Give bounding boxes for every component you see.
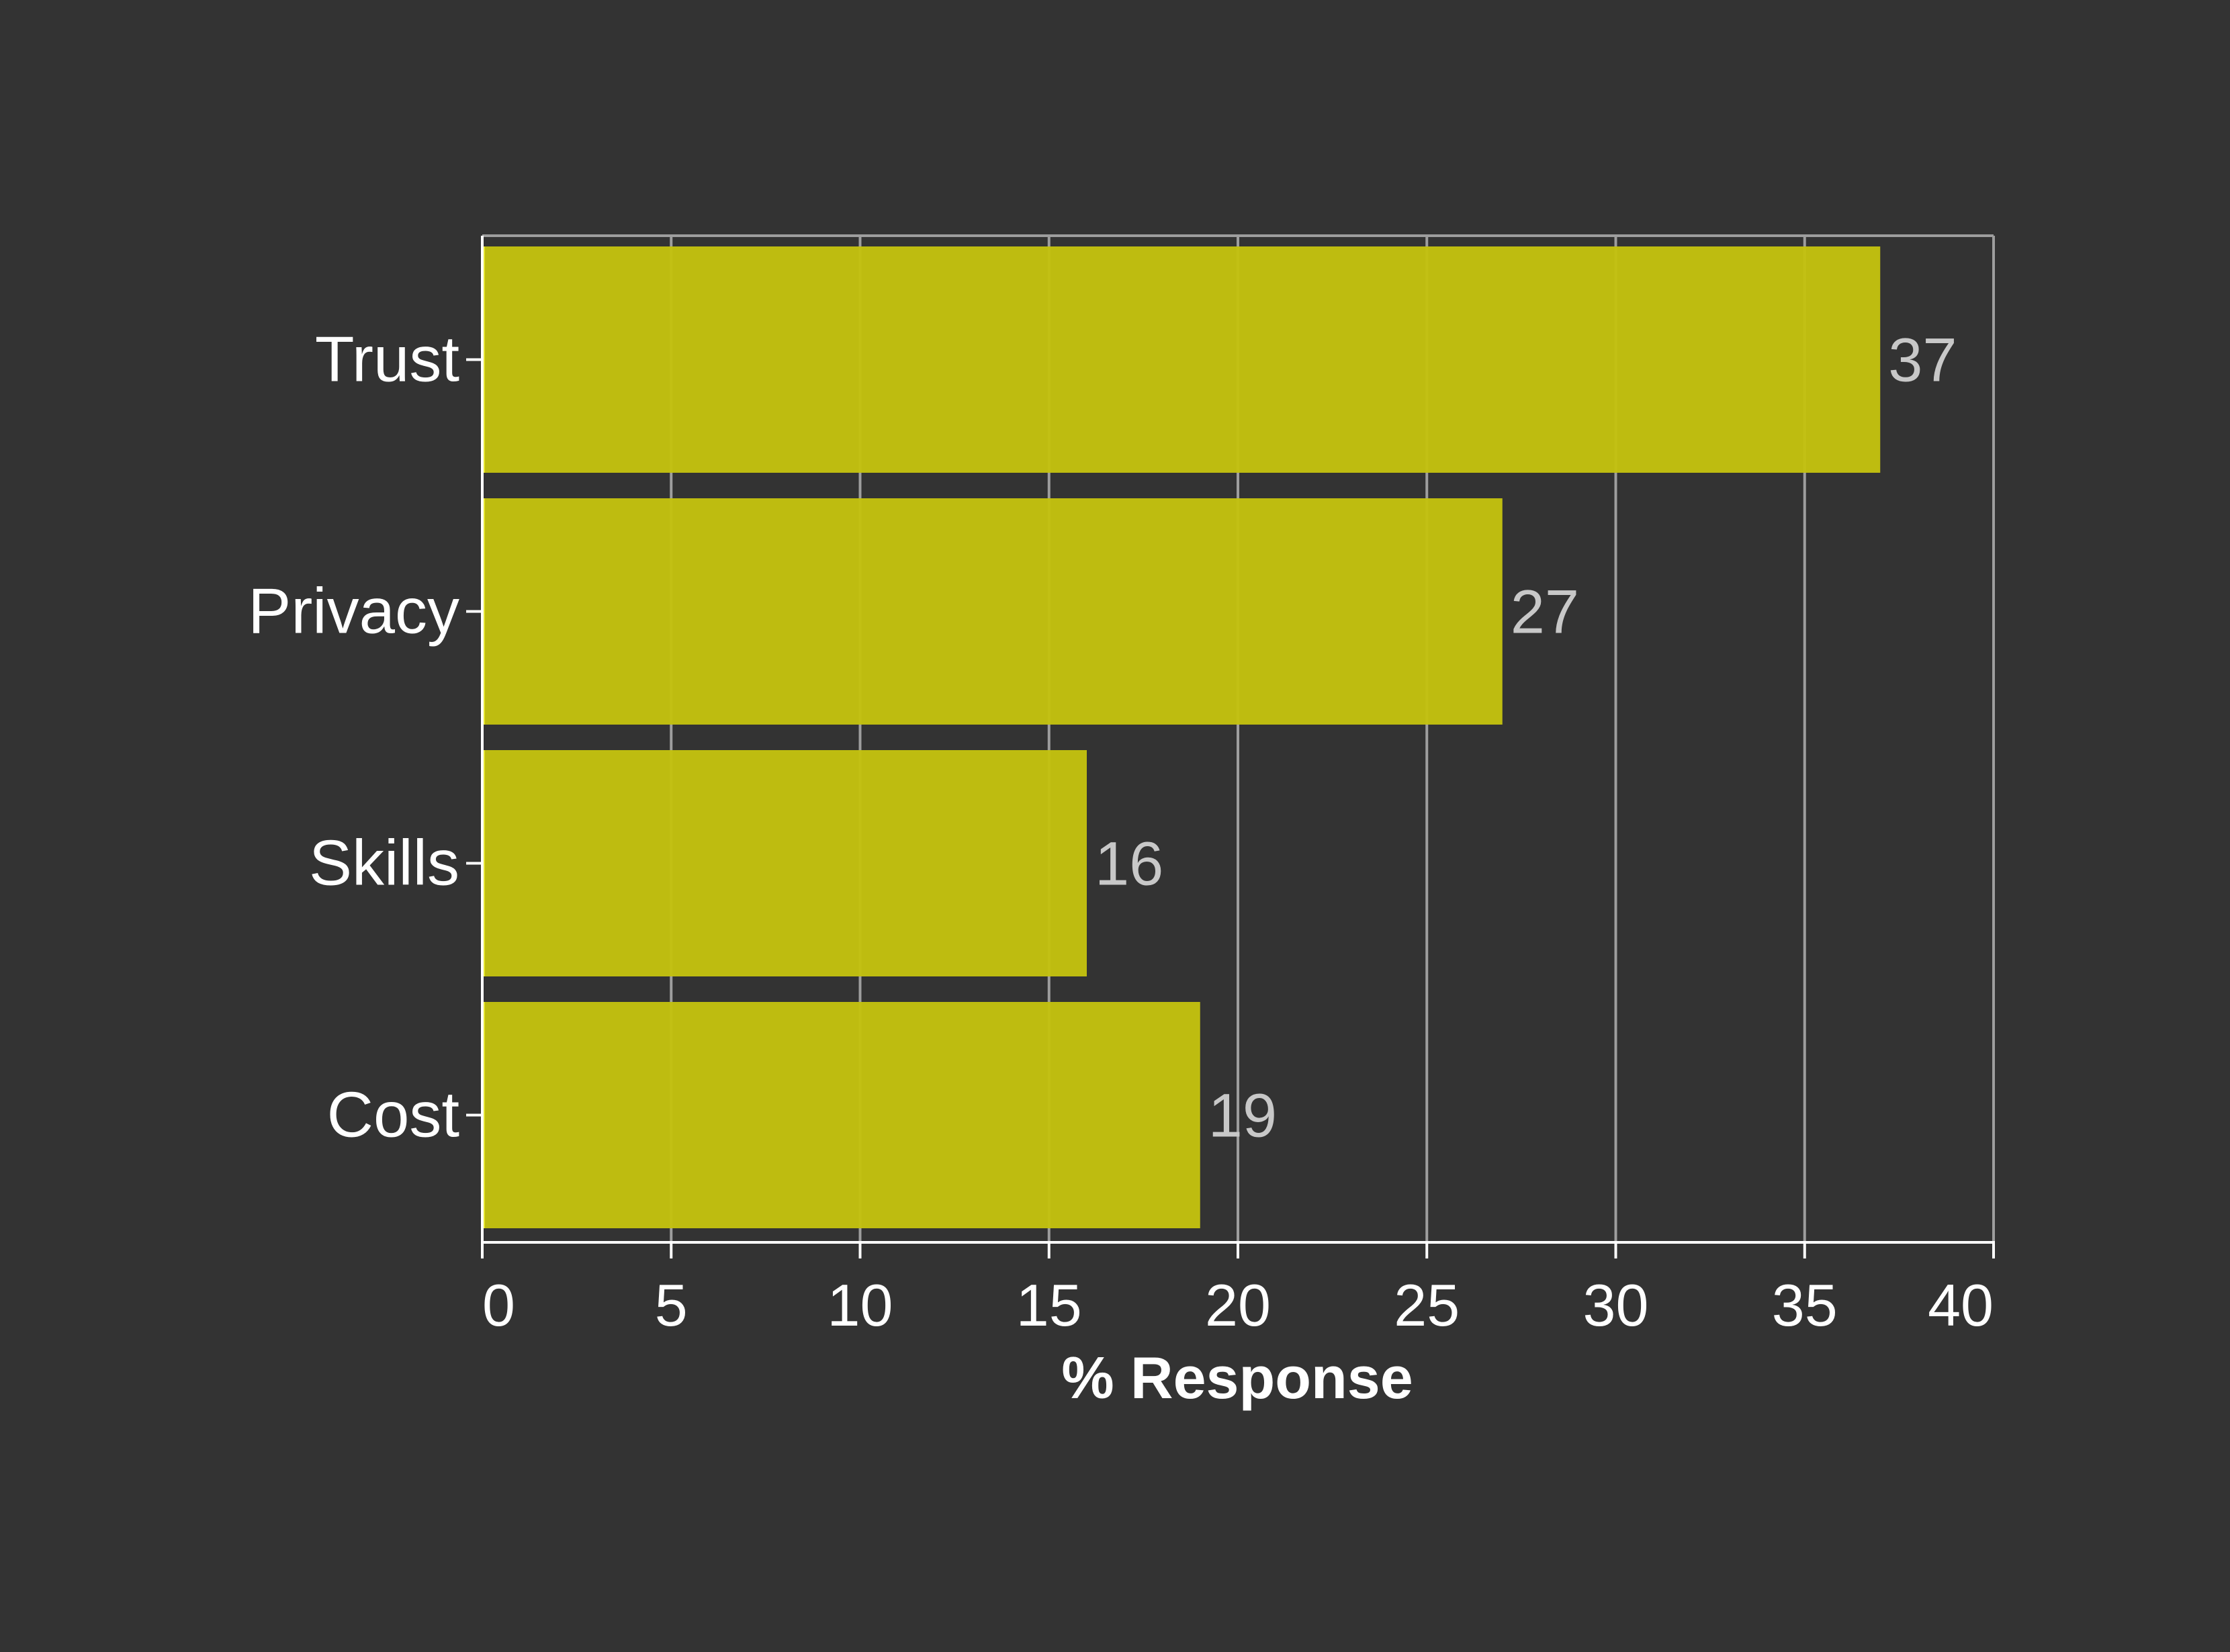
x-tick-label: 25 [1394,1272,1460,1338]
x-tick-label: 35 [1772,1272,1838,1338]
axes: 0 5 10 15 20 25 30 35 40 Trust Privacy Skills Cost [248,236,1995,1338]
data-label-skills: 16 [1095,830,1163,899]
data-label-privacy: 27 [1511,578,1579,647]
y-tick-label-cost: Cost [327,1079,459,1151]
x-tick-label: 30 [1583,1272,1649,1338]
data-labels: 37 27 16 19 [1095,326,1957,1150]
bar-privacy [482,498,1503,725]
data-label-trust: 37 [1888,326,1957,395]
x-tick-label: 0 [482,1272,515,1338]
x-tick-label: 5 [655,1272,688,1338]
data-label-cost: 19 [1208,1082,1277,1150]
y-tick-label-privacy: Privacy [248,576,459,647]
bar-skills [482,750,1087,976]
bar-trust [482,246,1881,473]
bar-cost [482,1002,1200,1228]
x-tick-label: 15 [1016,1272,1082,1338]
x-tick-label: 40 [1928,1272,1994,1338]
x-tick-label: 20 [1205,1272,1271,1338]
x-axis-title: % Response [1061,1344,1413,1411]
bars [482,246,1881,1228]
y-tick-label-trust: Trust [315,324,459,396]
x-tick-label: 10 [828,1272,893,1338]
y-tick-label-skills: Skills [309,827,459,899]
